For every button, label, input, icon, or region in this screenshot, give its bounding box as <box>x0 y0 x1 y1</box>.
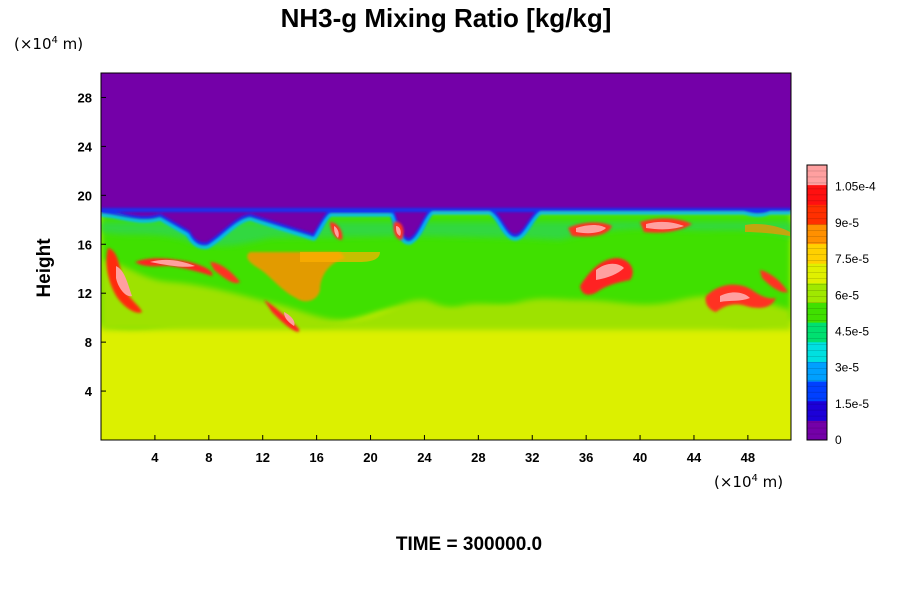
colorbar-band <box>807 282 827 303</box>
x-tick-label: 8 <box>205 450 212 465</box>
colorbar-tick-label: 0 <box>835 433 842 447</box>
time-label: TIME = 300000.0 <box>396 534 542 555</box>
y-axis-ticks: 4 8 12 16 20 24 28 <box>78 90 106 399</box>
y-tick-label: 20 <box>78 188 92 203</box>
y-tick-label: 4 <box>85 384 93 399</box>
x-tick-label: 20 <box>363 450 377 465</box>
x-tick-label: 40 <box>633 450 647 465</box>
colorbar-tick-label: 6e-5 <box>835 288 859 302</box>
x-unit-label: (×104 m) <box>714 473 783 491</box>
colorbar-band <box>807 223 827 245</box>
colorbar-band <box>807 400 827 421</box>
high-concentration-features <box>106 218 790 332</box>
colorbar-tick-label: 9e-5 <box>835 216 859 230</box>
colorbar-band <box>807 263 827 284</box>
y-tick-label: 24 <box>78 139 93 154</box>
colorbar-bands <box>807 165 827 441</box>
colorbar-tick-label: 1.5e-5 <box>835 397 869 411</box>
x-axis-ticks: 4 8 12 16 20 24 28 32 36 40 44 48 <box>151 435 755 465</box>
y-axis-label: Height <box>34 238 55 298</box>
x-tick-label: 48 <box>741 450 755 465</box>
colorbar-band <box>807 302 827 323</box>
colorbar: 0 1.5e-5 3e-5 4.5e-5 6e-5 7.5e-5 9e-5 1.05e-4 <box>806 164 876 447</box>
plot-frame <box>100 72 792 441</box>
colorbar-band <box>807 243 827 264</box>
upper-layer <box>101 73 791 245</box>
x-tick-label: 12 <box>255 450 269 465</box>
colorbar-band <box>807 165 827 186</box>
colorbar-band <box>807 204 827 225</box>
colorbar-band <box>807 341 827 362</box>
colorbar-ticks: 0 1.5e-5 3e-5 4.5e-5 6e-5 7.5e-5 9e-5 1.05e-4 <box>835 180 876 447</box>
colorbar-band <box>807 184 827 205</box>
x-tick-label: 4 <box>151 450 159 465</box>
colorbar-tick-label: 4.5e-5 <box>835 324 869 338</box>
colorbar-band <box>807 361 827 382</box>
x-tick-label: 36 <box>579 450 593 465</box>
colorbar-tick-label: 1.05e-4 <box>835 180 876 194</box>
heatmap-field <box>101 73 791 440</box>
chart-title: NH3-g Mixing Ratio [kg/kg] <box>281 3 612 33</box>
x-tick-label: 44 <box>687 450 702 465</box>
colorbar-tick-label: 7.5e-5 <box>835 252 869 266</box>
colorbar-band <box>807 420 827 441</box>
x-tick-label: 24 <box>417 450 432 465</box>
colorbar-tick-label: 3e-5 <box>835 361 859 375</box>
y-tick-label: 28 <box>78 90 92 105</box>
y-tick-label: 12 <box>78 286 92 301</box>
colorbar-band <box>807 381 827 402</box>
y-unit-label: (×104 m) <box>14 35 83 53</box>
x-tick-label: 28 <box>471 450 485 465</box>
colorbar-frame <box>806 164 828 441</box>
y-tick-label: 8 <box>85 335 92 350</box>
y-tick-label: 16 <box>78 237 92 252</box>
x-tick-label: 16 <box>309 450 323 465</box>
x-tick-label: 32 <box>525 450 539 465</box>
colorbar-band <box>807 322 827 343</box>
